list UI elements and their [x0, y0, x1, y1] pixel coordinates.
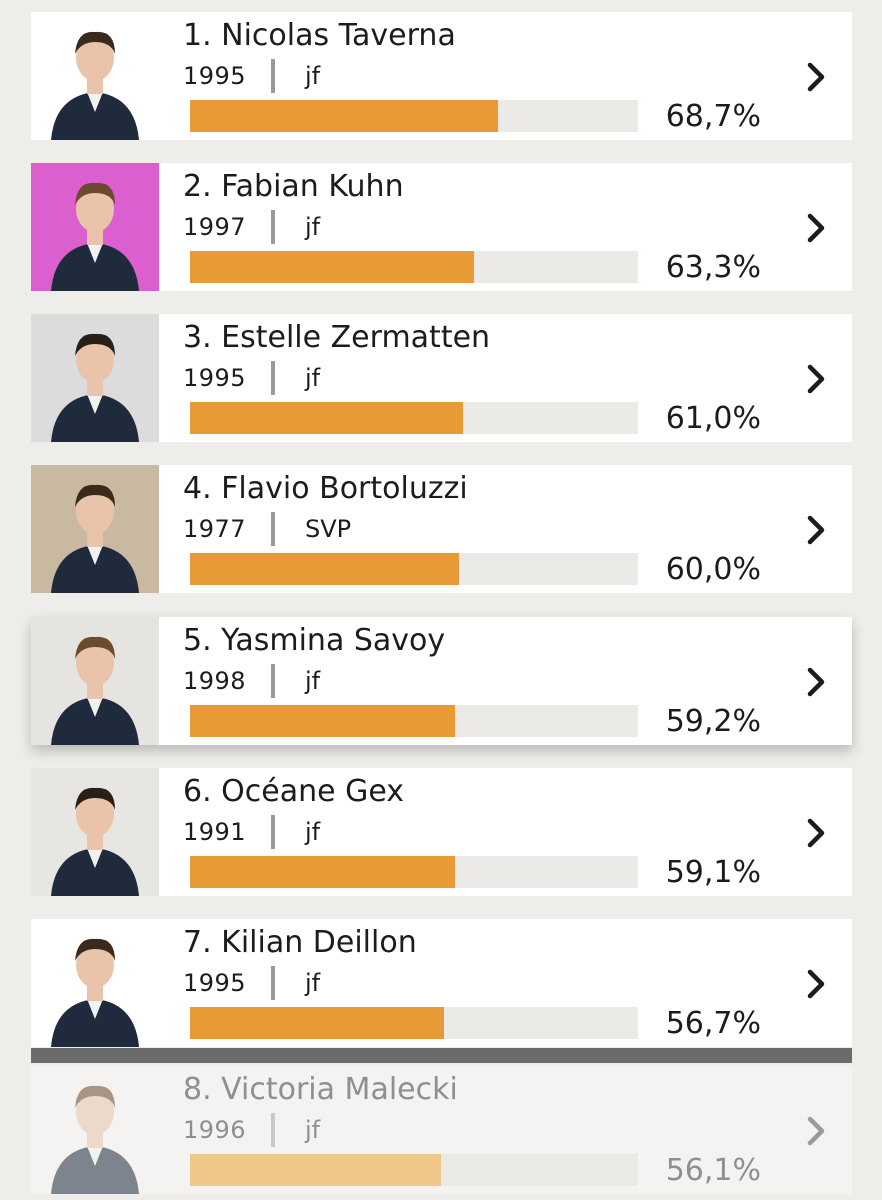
match-bar-track — [190, 402, 638, 434]
candidate-card[interactable]: 2. Fabian Kuhn 1997 jf 63,3% — [31, 163, 852, 291]
candidate-name: 7. Kilian Deillon — [183, 925, 417, 960]
party-label: SVP — [305, 515, 352, 543]
match-bar-track — [190, 553, 638, 585]
party-label: jf — [305, 667, 321, 695]
chevron-right-icon[interactable] — [803, 362, 831, 396]
party-label: jf — [305, 969, 321, 997]
match-percent: 59,1% — [665, 855, 761, 890]
match-bar-track — [190, 100, 638, 132]
candidate-name: 1. Nicolas Taverna — [183, 18, 456, 53]
candidate-card[interactable]: 7. Kilian Deillon 1995 jf 56,7% — [31, 919, 852, 1047]
separator — [271, 815, 275, 849]
match-percent: 60,0% — [665, 552, 761, 587]
match-bar-track — [190, 705, 638, 737]
candidate-card[interactable]: 3. Estelle Zermatten 1995 jf 61,0% — [31, 314, 852, 442]
chevron-right-icon[interactable] — [803, 211, 831, 245]
match-bar-fill — [190, 402, 463, 434]
separator — [271, 361, 275, 395]
party-label: jf — [305, 818, 321, 846]
candidate-name: 6. Océane Gex — [183, 774, 405, 809]
match-percent: 56,1% — [665, 1153, 761, 1188]
birth-year: 1995 — [183, 969, 247, 997]
match-bar-fill — [190, 100, 498, 132]
avatar — [31, 12, 159, 140]
match-percent: 59,2% — [665, 704, 761, 739]
candidate-name: 2. Fabian Kuhn — [183, 169, 404, 204]
separator — [271, 512, 275, 546]
match-percent: 61,0% — [665, 401, 761, 436]
match-percent: 63,3% — [665, 250, 761, 285]
candidate-name: 3. Estelle Zermatten — [183, 320, 491, 355]
candidate-card[interactable]: 4. Flavio Bortoluzzi 1977 SVP 60,0% — [31, 465, 852, 593]
separator — [271, 664, 275, 698]
list-divider — [31, 1048, 852, 1063]
avatar — [31, 465, 159, 593]
match-bar-track — [190, 856, 638, 888]
avatar — [31, 617, 159, 745]
separator — [271, 59, 275, 93]
party-label: jf — [305, 213, 321, 241]
chevron-right-icon[interactable] — [803, 816, 831, 850]
match-percent: 56,7% — [665, 1006, 761, 1041]
candidate-name: 8. Victoria Malecki — [183, 1072, 458, 1107]
birth-year: 1995 — [183, 62, 247, 90]
match-bar-fill — [190, 553, 459, 585]
match-bar-fill — [190, 251, 474, 283]
match-bar-track — [190, 251, 638, 283]
birth-year: 1977 — [183, 515, 247, 543]
chevron-right-icon[interactable] — [803, 60, 831, 94]
candidate-card[interactable]: 6. Océane Gex 1991 jf 59,1% — [31, 768, 852, 896]
chevron-right-icon[interactable] — [803, 967, 831, 1001]
avatar — [31, 768, 159, 896]
match-bar-track — [190, 1154, 638, 1186]
avatar — [31, 163, 159, 291]
birth-year: 1996 — [183, 1116, 247, 1144]
match-bar-fill — [190, 705, 455, 737]
candidate-card[interactable]: 5. Yasmina Savoy 1998 jf 59,2% — [31, 617, 852, 745]
candidate-name: 4. Flavio Bortoluzzi — [183, 471, 468, 506]
separator — [271, 1113, 275, 1147]
party-label: jf — [305, 364, 321, 392]
avatar — [31, 314, 159, 442]
avatar — [31, 1066, 159, 1194]
chevron-right-icon[interactable] — [803, 665, 831, 699]
match-bar-fill — [190, 1154, 441, 1186]
party-label: jf — [305, 1116, 321, 1144]
party-label: jf — [305, 62, 321, 90]
match-bar-fill — [190, 856, 455, 888]
match-bar-fill — [190, 1007, 444, 1039]
candidate-name: 5. Yasmina Savoy — [183, 623, 446, 658]
avatar — [31, 919, 159, 1047]
birth-year: 1997 — [183, 213, 247, 241]
match-bar-track — [190, 1007, 638, 1039]
candidate-card[interactable]: 1. Nicolas Taverna 1995 jf 68,7% — [31, 12, 852, 140]
birth-year: 1995 — [183, 364, 247, 392]
birth-year: 1991 — [183, 818, 247, 846]
separator — [271, 210, 275, 244]
candidate-card[interactable]: 8. Victoria Malecki 1996 jf 56,1% — [31, 1066, 852, 1194]
chevron-right-icon[interactable] — [803, 513, 831, 547]
match-percent: 68,7% — [665, 99, 761, 134]
birth-year: 1998 — [183, 667, 247, 695]
chevron-right-icon[interactable] — [803, 1114, 831, 1148]
separator — [271, 966, 275, 1000]
